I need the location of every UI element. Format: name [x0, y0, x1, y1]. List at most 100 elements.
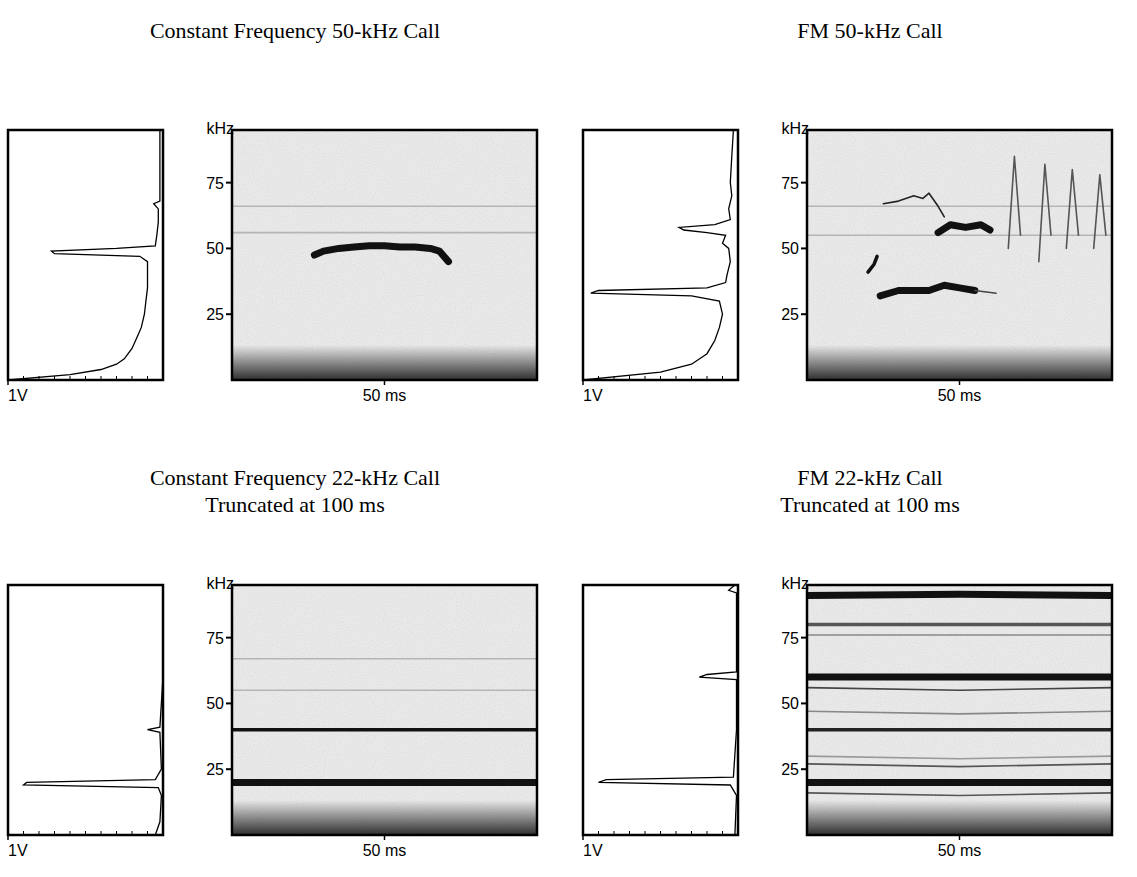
tick-label: 1V [583, 387, 603, 404]
spectrum-frame [8, 585, 163, 835]
spectrogram-floor [807, 585, 1112, 835]
call-trace [807, 711, 1112, 714]
minor-tick [614, 831, 615, 835]
axis-title: kHz [781, 120, 809, 137]
tick-label: 1V [8, 842, 28, 859]
minor-tick [54, 831, 55, 835]
panel: FM 50-kHz Call1V255075kHz50 ms [583, 18, 1112, 404]
tick-label: 50 [781, 240, 799, 257]
tick [959, 380, 961, 385]
call-trace [1066, 170, 1078, 249]
minor-tick [147, 376, 148, 380]
tick [226, 313, 232, 315]
spectrum-frame [8, 130, 163, 380]
minor-tick [70, 376, 71, 380]
tick-label: 25 [781, 761, 799, 778]
minor-tick [132, 831, 133, 835]
call-trace [232, 779, 537, 786]
tick-label: 25 [781, 306, 799, 323]
minor-tick [691, 376, 692, 380]
minor-tick [85, 376, 86, 380]
traces [232, 206, 537, 261]
minor-tick [691, 831, 692, 835]
tick-label: 50 ms [363, 387, 407, 404]
minor-tick [116, 376, 117, 380]
spectrogram-ground [807, 130, 1112, 380]
spectrum-area [8, 130, 160, 380]
panel-title: Constant Frequency 22-kHz Call [150, 465, 440, 490]
tick-label: 75 [206, 630, 224, 647]
call-trace [975, 291, 996, 294]
call-trace [807, 594, 1112, 595]
spectrum-border [8, 585, 163, 835]
tick-label: 75 [781, 175, 799, 192]
panel-title: Constant Frequency 50-kHz Call [150, 18, 440, 43]
minor-tick [645, 376, 646, 380]
minor-tick [39, 831, 40, 835]
tick [7, 835, 9, 840]
panel: FM 22-kHz CallTruncated at 100 ms1V25507… [583, 465, 1112, 859]
tick-label: 75 [206, 175, 224, 192]
spectrogram-floor [232, 585, 537, 835]
tick [801, 182, 807, 184]
spectrum-line [8, 130, 160, 380]
spectrum-border [583, 130, 738, 380]
minor-tick [629, 376, 630, 380]
spectrum-border [583, 585, 738, 835]
minor-tick [614, 376, 615, 380]
spectrum-area [599, 585, 737, 835]
tick-label: 1V [583, 842, 603, 859]
call-trace [1094, 175, 1106, 249]
panel-subtitle: Truncated at 100 ms [780, 492, 959, 517]
call-trace [232, 206, 537, 208]
tick [801, 768, 807, 770]
tick [801, 702, 807, 704]
minor-tick [722, 831, 723, 835]
figure: Constant Frequency 50-kHz Call 1V 25 50 75 kH… [0, 0, 1137, 877]
tick [226, 182, 232, 184]
tick [384, 380, 386, 385]
tick [226, 247, 232, 249]
spectrogram-floor [807, 130, 1112, 380]
call-trace [232, 689, 537, 691]
axis-title: kHz [206, 120, 234, 137]
spectrogram-noise [807, 585, 1112, 835]
call-trace [938, 225, 990, 233]
call-trace [1039, 164, 1051, 261]
spectrogram-ground [232, 130, 537, 380]
tick [226, 702, 232, 704]
spectrogram-border [807, 130, 1112, 380]
call-trace [807, 756, 1112, 759]
call-trace [1008, 156, 1020, 248]
page: {"chart_data": [ {"type": "spectrogram",… [0, 0, 1137, 877]
call-trace [232, 728, 537, 732]
minor-tick [707, 376, 708, 380]
panel-title: FM 50-kHz Call [797, 18, 942, 43]
call-trace [868, 256, 877, 272]
call-trace [807, 793, 1112, 796]
minor-tick [132, 376, 133, 380]
spectrum-line [24, 585, 164, 835]
tick [226, 637, 232, 639]
minor-tick [722, 376, 723, 380]
minor-tick [70, 831, 71, 835]
traces [807, 594, 1112, 795]
spectrogram-noise [232, 130, 537, 380]
axis-title: kHz [781, 575, 809, 592]
tick-label: 25 [206, 306, 224, 323]
call-trace [807, 623, 1112, 627]
tick-label: 50 [781, 695, 799, 712]
call-trace [807, 634, 1112, 636]
call-trace [883, 193, 944, 217]
call-trace [232, 232, 537, 234]
spectrogram-noise [807, 130, 1112, 380]
tick [384, 835, 386, 840]
tick [226, 768, 232, 770]
spectrogram-noise [232, 585, 537, 835]
minor-tick [101, 831, 102, 835]
tick-label: 50 [206, 695, 224, 712]
minor-tick [116, 831, 117, 835]
tick [582, 835, 584, 840]
panel-subtitle: Truncated at 100 ms [205, 492, 384, 517]
minor-tick [101, 376, 102, 380]
